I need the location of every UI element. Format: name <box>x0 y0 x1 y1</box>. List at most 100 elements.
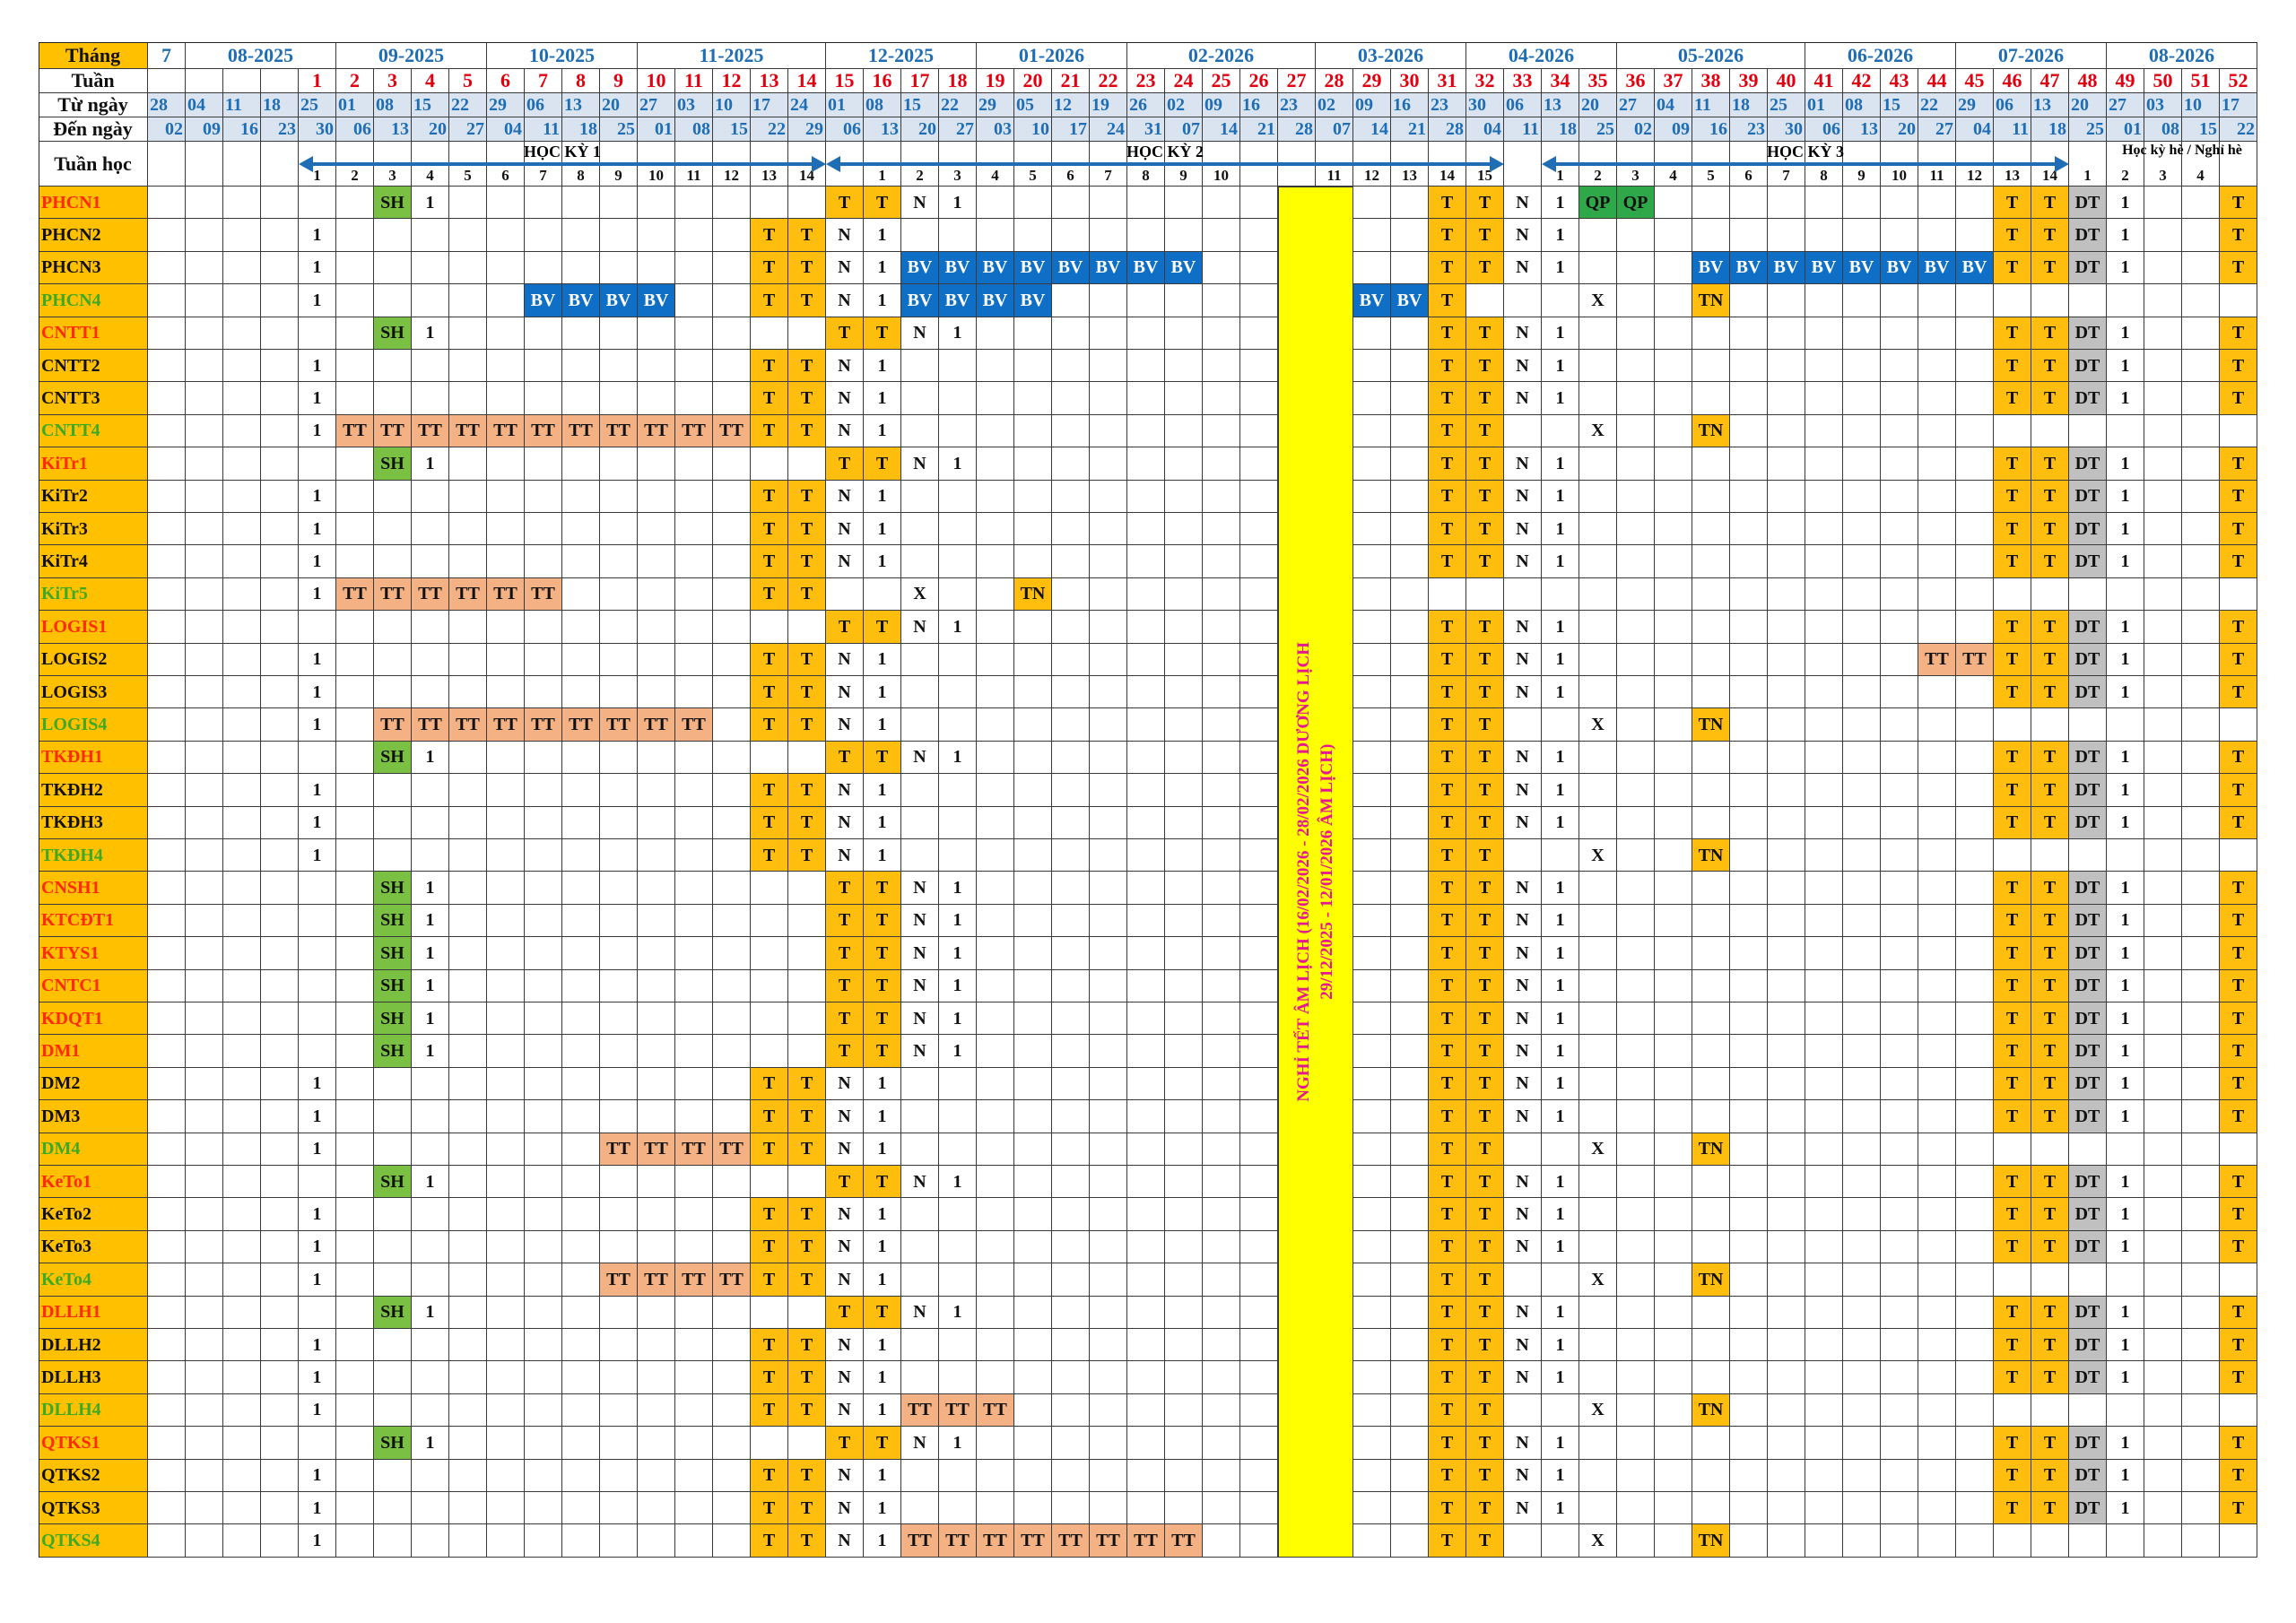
schedule-cell-empty <box>223 1427 261 1460</box>
schedule-cell-empty <box>1504 1393 1542 1428</box>
schedule-cell-t: T <box>751 251 788 285</box>
schedule-cell-empty <box>261 741 299 775</box>
schedule-cell-t: T <box>2220 480 2257 513</box>
schedule-cell-empty <box>223 1067 261 1101</box>
from-date-cell: 26 <box>1127 93 1165 117</box>
schedule-cell-n: N <box>901 904 939 938</box>
to-date-cell: 22 <box>751 117 788 142</box>
schedule-cell-tn: TN <box>1692 1524 1730 1558</box>
schedule-cell-empty <box>1014 187 1052 220</box>
schedule-cell-empty <box>148 382 186 415</box>
schedule-cell-empty <box>1655 904 1692 938</box>
schedule-cell-empty <box>1843 872 1881 905</box>
schedule-cell-tt: TT <box>487 577 525 612</box>
schedule-cell-empty <box>675 774 713 807</box>
schedule-cell-empty <box>1655 187 1692 220</box>
schedule-cell-empty <box>2144 1329 2182 1362</box>
schedule-cell-tt: TT <box>600 1133 638 1166</box>
schedule-cell-empty <box>1014 447 1052 481</box>
schedule-cell-dt: DT <box>2069 187 2107 220</box>
schedule-cell-empty <box>977 872 1014 905</box>
schedule-cell-empty <box>1881 839 1918 872</box>
schedule-cell-x: X <box>1579 414 1617 448</box>
week-number-cell <box>261 69 299 93</box>
schedule-cell-empty <box>1918 317 1956 350</box>
to-date-cell: 21 <box>1391 117 1429 142</box>
schedule-cell-empty <box>1090 839 1127 872</box>
schedule-cell-empty <box>1165 480 1203 513</box>
schedule-cell-empty <box>713 708 751 742</box>
schedule-cell-empty <box>223 545 261 578</box>
schedule-cell-t: T <box>1994 1002 2031 1036</box>
schedule-cell-empty <box>487 1002 525 1036</box>
schedule-cell-empty <box>1391 1492 1429 1525</box>
schedule-cell-empty <box>939 806 977 839</box>
schedule-cell-t: T <box>1994 1035 2031 1068</box>
schedule-cell-bv: BV <box>1165 251 1203 285</box>
schedule-cell-empty <box>1617 872 1655 905</box>
schedule-cell-1: 1 <box>412 317 449 350</box>
schedule-cell-1: 1 <box>1542 676 1579 709</box>
schedule-cell-empty <box>148 480 186 513</box>
from-date-cell: 03 <box>675 93 713 117</box>
schedule-cell-t: T <box>1994 611 2031 644</box>
schedule-cell-empty <box>1730 1198 1768 1231</box>
schedule-cell-empty <box>1203 1393 1240 1428</box>
schedule-cell-dt: DT <box>2069 806 2107 839</box>
schedule-cell-1: 1 <box>412 872 449 905</box>
schedule-cell-t: T <box>788 1067 826 1101</box>
schedule-cell-empty <box>261 839 299 872</box>
schedule-cell-dt: DT <box>2069 1002 2107 1036</box>
schedule-cell-empty <box>449 1296 487 1329</box>
schedule-cell-empty <box>487 1524 525 1558</box>
schedule-cell-empty <box>1956 1296 1994 1329</box>
schedule-cell-empty <box>374 1393 412 1428</box>
schedule-cell-empty <box>1730 317 1768 350</box>
to-date-cell: 29 <box>788 117 826 142</box>
schedule-cell-empty <box>336 1002 374 1036</box>
schedule-cell-empty <box>1052 969 1090 1002</box>
schedule-cell-empty <box>1994 577 2031 612</box>
schedule-cell-empty <box>449 1329 487 1362</box>
schedule-cell-1: 1 <box>939 1002 977 1036</box>
study-week-cell <box>2220 142 2257 187</box>
study-week-cell <box>148 142 186 187</box>
week-number-cell: 28 <box>1316 69 1353 93</box>
schedule-cell-empty <box>1052 1166 1090 1199</box>
schedule-cell-1: 1 <box>299 1067 336 1101</box>
schedule-cell-empty <box>1730 1002 1768 1036</box>
schedule-cell-empty <box>1692 1329 1730 1362</box>
schedule-cell-empty <box>148 251 186 285</box>
schedule-cell-empty <box>1655 545 1692 578</box>
schedule-cell-t: T <box>788 513 826 546</box>
schedule-cell-empty <box>1768 480 1805 513</box>
class-name: DM1 <box>39 1035 148 1068</box>
to-date-cell: 15 <box>2182 117 2220 142</box>
schedule-cell-empty <box>1579 1035 1617 1068</box>
schedule-cell-empty <box>261 1427 299 1460</box>
schedule-cell-empty <box>977 480 1014 513</box>
schedule-cell-empty <box>1730 937 1768 970</box>
week-number-cell: 26 <box>1240 69 1278 93</box>
schedule-cell-empty <box>562 187 600 220</box>
schedule-cell-n: N <box>1504 806 1542 839</box>
schedule-cell-empty <box>1956 806 1994 839</box>
schedule-cell-t: T <box>864 317 901 350</box>
schedule-cell-empty <box>1918 937 1956 970</box>
schedule-cell-empty <box>1881 350 1918 383</box>
schedule-cell-empty <box>675 545 713 578</box>
schedule-cell-empty <box>977 187 1014 220</box>
schedule-cell-t: T <box>2220 219 2257 252</box>
schedule-cell-empty <box>675 643 713 676</box>
schedule-cell-empty <box>562 382 600 415</box>
schedule-cell-empty <box>148 187 186 220</box>
schedule-cell-empty <box>1353 1230 1391 1264</box>
schedule-cell-empty <box>1881 1393 1918 1428</box>
schedule-cell-empty <box>1353 317 1391 350</box>
schedule-cell-empty <box>2144 513 2182 546</box>
schedule-cell-empty <box>788 741 826 775</box>
schedule-cell-empty <box>713 969 751 1002</box>
schedule-cell-empty <box>1730 219 1768 252</box>
schedule-cell-empty <box>2031 577 2069 612</box>
schedule-cell-empty <box>2144 1393 2182 1428</box>
